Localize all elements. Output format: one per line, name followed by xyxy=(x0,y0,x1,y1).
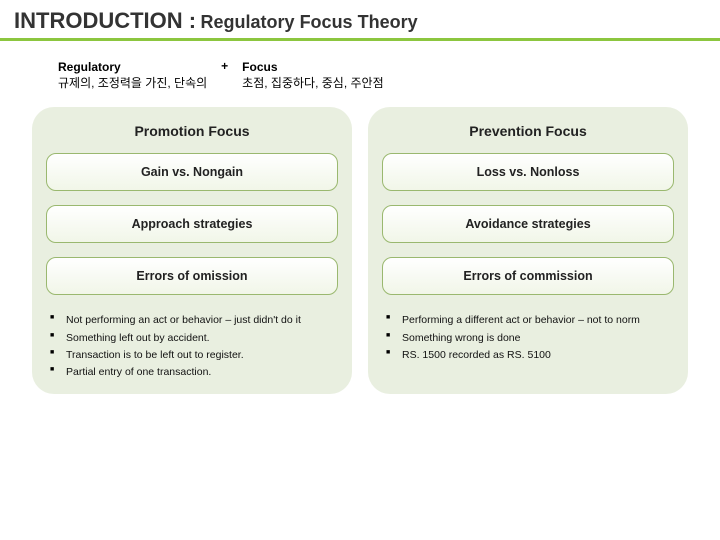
list-item: Partial entry of one transaction. xyxy=(50,365,334,379)
pill: Avoidance strategies xyxy=(382,205,674,243)
definitions-row: Regulatory 규제의, 조정력을 가진, 단속의 + Focus 초점,… xyxy=(0,41,720,101)
pill: Errors of commission xyxy=(382,257,674,295)
panels-row: Promotion Focus Gain vs. Nongain Approac… xyxy=(0,101,720,394)
title-main: INTRODUCTION : xyxy=(14,8,196,33)
def-right: Focus 초점, 집중하다, 중심, 주안점 xyxy=(242,59,383,91)
pill: Errors of omission xyxy=(46,257,338,295)
def-left-gloss: 규제의, 조정력을 가진, 단속의 xyxy=(58,75,207,91)
pill: Approach strategies xyxy=(46,205,338,243)
panel-prevention-head: Prevention Focus xyxy=(382,123,674,139)
panel-prevention: Prevention Focus Loss vs. Nonloss Avoida… xyxy=(368,107,688,394)
list-item: RS. 1500 recorded as RS. 5100 xyxy=(386,348,670,362)
pill: Gain vs. Nongain xyxy=(46,153,338,191)
title-bar: INTRODUCTION : Regulatory Focus Theory xyxy=(0,0,720,41)
list-item: Not performing an act or behavior – just… xyxy=(50,313,334,327)
def-right-term: Focus xyxy=(242,59,383,75)
bullets-promotion: Not performing an act or behavior – just… xyxy=(46,309,338,379)
list-item: Something left out by accident. xyxy=(50,331,334,345)
pill: Loss vs. Nonloss xyxy=(382,153,674,191)
list-item: Transaction is to be left out to registe… xyxy=(50,348,334,362)
panel-promotion: Promotion Focus Gain vs. Nongain Approac… xyxy=(32,107,352,394)
list-item: Something wrong is done xyxy=(386,331,670,345)
panel-promotion-head: Promotion Focus xyxy=(46,123,338,139)
plus-sign: + xyxy=(207,59,242,73)
def-left-term: Regulatory xyxy=(58,59,207,75)
list-item: Performing a different act or behavior –… xyxy=(386,313,670,327)
bullets-prevention: Performing a different act or behavior –… xyxy=(382,309,674,362)
def-right-gloss: 초점, 집중하다, 중심, 주안점 xyxy=(242,75,383,91)
def-left: Regulatory 규제의, 조정력을 가진, 단속의 xyxy=(58,59,207,91)
title-sub: Regulatory Focus Theory xyxy=(201,12,418,32)
